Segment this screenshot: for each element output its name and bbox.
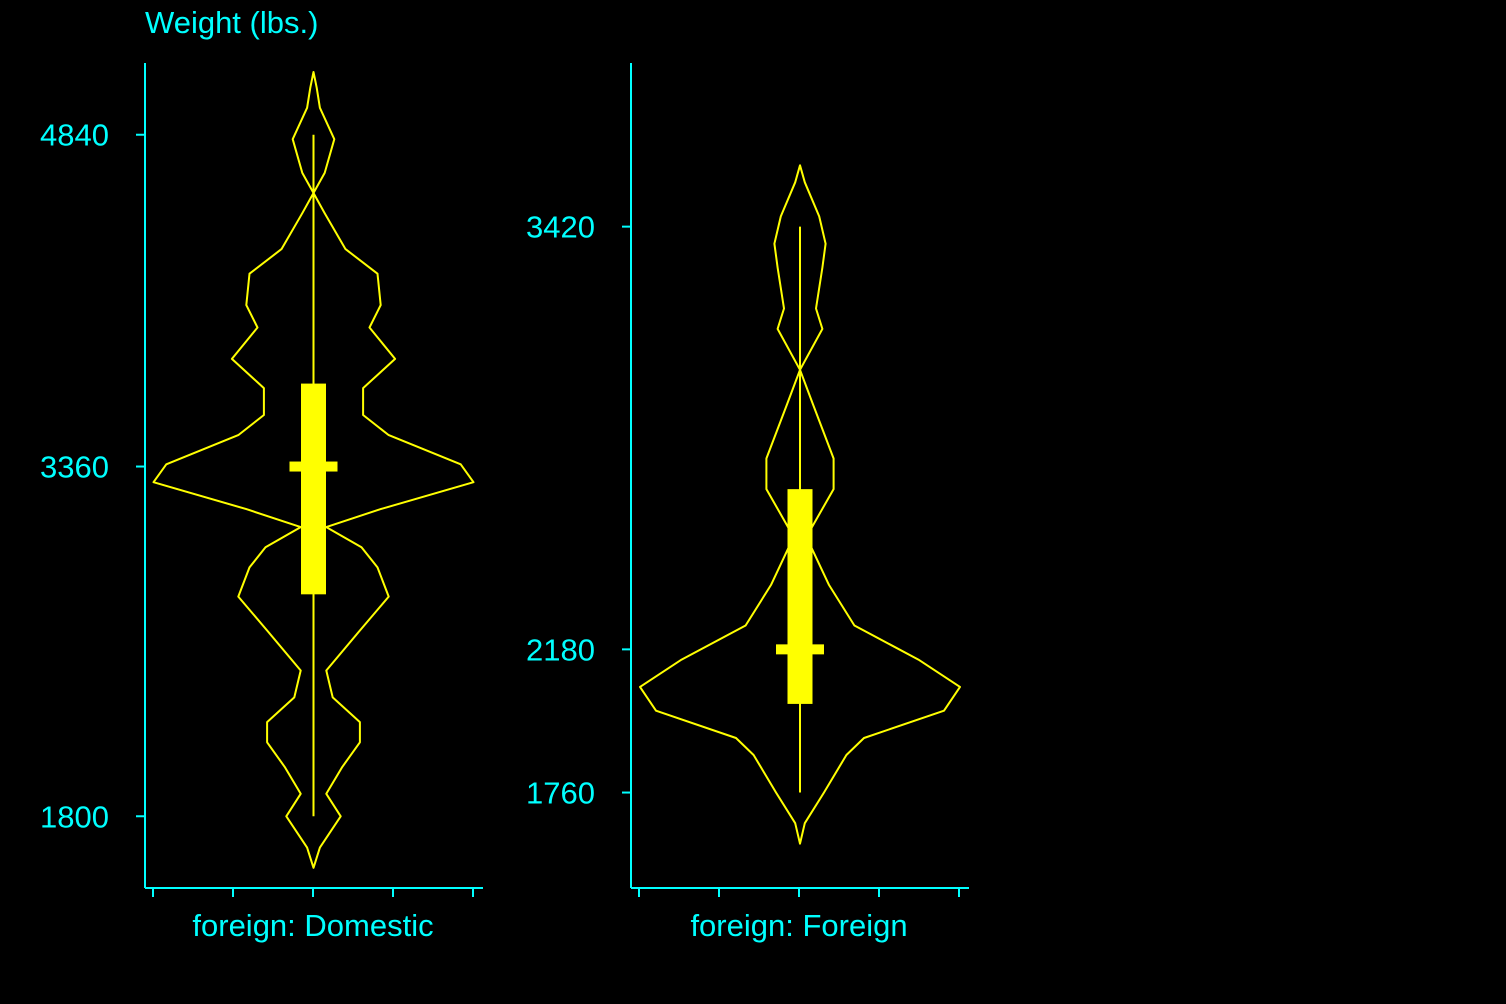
y-tick-label: 1800: [40, 799, 109, 834]
panel-domestic: Weight (lbs.) 1800 3360 4840 foreign: Dome…: [40, 5, 483, 943]
violin-domestic: [152, 71, 475, 869]
y-axis-ticks: 1800 3360 4840: [40, 118, 145, 834]
x-axis-ticks: [638, 888, 960, 897]
iqr-box: [787, 489, 813, 704]
y-tick-label: 1760: [526, 776, 595, 811]
median-marker: [776, 644, 824, 655]
x-axis-label: foreign: Domestic: [192, 908, 433, 943]
violin-foreign: [639, 164, 961, 845]
y-tick-label: 3360: [40, 450, 109, 485]
violin-outline: [639, 164, 961, 845]
y-tick-label: 4840: [40, 118, 109, 153]
x-axis-label: foreign: Foreign: [690, 908, 907, 943]
x-axis-ticks: [152, 888, 474, 897]
y-tick-label: 3420: [526, 210, 595, 245]
violin-outline: [152, 71, 475, 869]
panel-foreign: 1760 2180 3420 foreign: Foreign: [526, 63, 969, 943]
y-axis-title: Weight (lbs.): [145, 5, 318, 40]
iqr-box: [301, 383, 326, 595]
median-marker: [289, 461, 338, 472]
y-axis-ticks: 1760 2180 3420: [526, 210, 631, 811]
y-tick-label: 2180: [526, 632, 595, 667]
